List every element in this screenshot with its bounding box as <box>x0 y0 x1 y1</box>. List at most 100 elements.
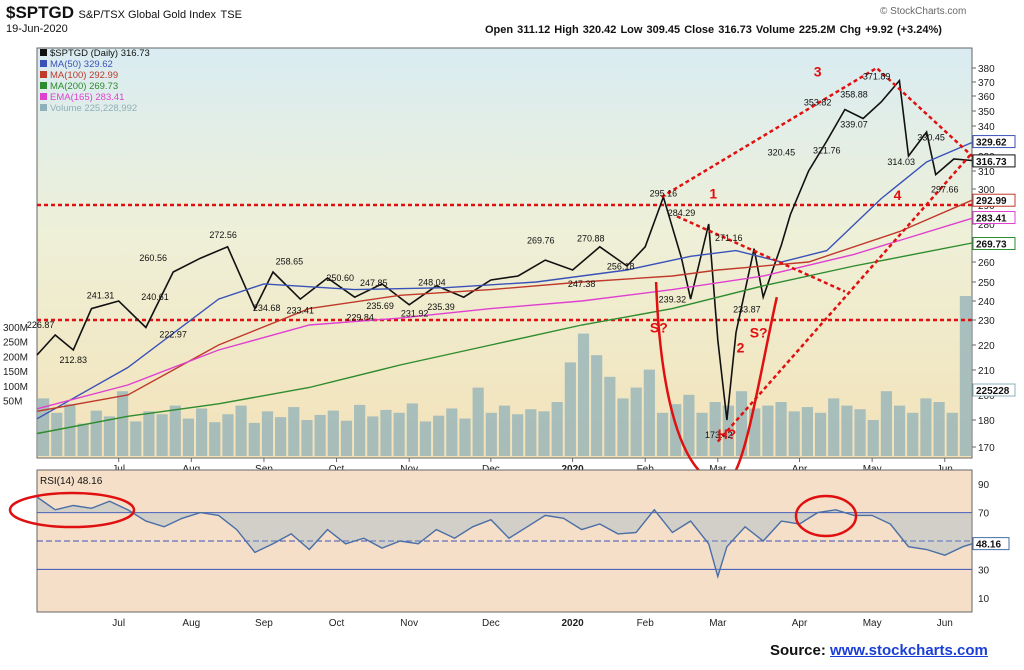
price-label: 234.68 <box>253 303 281 313</box>
annotation-label: 3 <box>814 63 822 79</box>
rsi-value-tag-label: 48.16 <box>976 540 1001 551</box>
volume-bar <box>841 405 853 456</box>
volume-tick-label: 100M <box>3 382 28 393</box>
legend-swatch-volume <box>40 104 47 111</box>
rsi-x-tick-label: Mar <box>709 618 727 629</box>
rsi-x-tick-label: Jul <box>112 618 125 629</box>
volume-bar <box>182 418 195 456</box>
chart-title-block: $SPTGD S&P/TSX Global Gold Index TSE <box>6 3 242 23</box>
volume-bar <box>801 407 813 456</box>
rsi-x-tick-label: Sep <box>255 618 273 629</box>
volume-bar <box>670 404 682 456</box>
volume-bar <box>604 376 616 456</box>
watermark: © StockCharts.com <box>880 6 967 17</box>
wedge-trendline <box>676 215 846 293</box>
volume-bar <box>51 412 63 456</box>
annotation-label: H? <box>718 426 737 442</box>
volume-bar <box>117 391 129 456</box>
volume-bar <box>169 405 181 456</box>
price-label: 250.60 <box>326 273 354 283</box>
price-label: 235.39 <box>427 302 455 312</box>
price-panel: 1701802002102202302402502602702802903003… <box>3 47 1016 483</box>
price-label: 295.16 <box>650 189 678 199</box>
legend-swatch-ma100 <box>40 71 47 78</box>
volume-bar <box>196 408 208 456</box>
rsi-x-tick-label: Feb <box>637 618 655 629</box>
price-label: 314.03 <box>887 157 915 167</box>
value-tag-ema165 <box>972 211 1016 225</box>
price-label: 233.87 <box>733 305 761 315</box>
series-price-line <box>36 78 973 421</box>
volume-bar <box>275 417 287 456</box>
price-label: 226.87 <box>27 320 55 330</box>
y-tick-label: 170 <box>978 443 995 454</box>
volume-bar <box>643 369 655 456</box>
volume-bar <box>525 409 537 456</box>
legend-swatch-ma50 <box>40 60 47 67</box>
legend-swatch-ma200 <box>40 82 47 89</box>
volume-bar <box>472 387 484 456</box>
rsi-x-tick-label: Dec <box>482 618 500 629</box>
source-link[interactable]: www.stockcharts.com <box>830 642 988 659</box>
volume-bar <box>591 355 603 456</box>
volume-bar <box>367 416 379 456</box>
chart-date: 19-Jun-2020 <box>6 23 68 35</box>
price-label: 339.07 <box>840 119 868 129</box>
volume-bar <box>735 391 748 456</box>
annotation-label: S? <box>650 320 668 336</box>
volume-bar <box>301 420 313 456</box>
volume-bar <box>696 412 708 456</box>
annotation-label: S? <box>750 325 768 341</box>
volume-bar <box>564 362 576 456</box>
y-tick-label: 380 <box>978 64 995 75</box>
volume-bar <box>77 423 89 456</box>
chart-index-name: S&P/TSX Global Gold Index <box>78 9 217 21</box>
rsi-circle-annotation <box>794 494 858 538</box>
source-credit: Source: www.stockcharts.com <box>770 642 988 659</box>
price-label: 272.56 <box>209 230 237 240</box>
volume-bar <box>485 412 497 456</box>
price-label: 271.16 <box>715 233 743 243</box>
price-plot-area <box>36 47 973 459</box>
volume-bar <box>248 422 260 456</box>
volume-bar <box>788 411 800 456</box>
rsi-x-tick-label: Nov <box>400 618 418 629</box>
value-tag-label-ma100: 292.99 <box>976 196 1007 207</box>
series-ma50-line <box>36 141 973 420</box>
rsi-x-tick-label: Jun <box>937 618 953 629</box>
volume-bar <box>340 420 353 456</box>
rsi-tick-label: 10 <box>978 594 990 605</box>
volume-bar <box>946 412 958 456</box>
rsi-x-tick-label: May <box>863 618 882 629</box>
volume-bar <box>933 402 945 456</box>
volume-bar <box>433 415 445 456</box>
legend-label-ma200: MA(200) 269.73 <box>50 81 118 92</box>
price-label: 258.65 <box>276 257 304 267</box>
volume-bar <box>130 421 142 456</box>
series-ma100-line <box>36 199 973 412</box>
price-label: 248.04 <box>418 278 446 288</box>
volume-tick-label: 50M <box>3 397 22 408</box>
volume-bar <box>867 420 879 456</box>
rsi-tick-label: 30 <box>978 565 990 576</box>
triangle-lower-trendline <box>716 152 973 443</box>
value-tag-ma200 <box>972 237 1016 251</box>
price-label: 284.29 <box>668 208 696 218</box>
price-label: 256.18 <box>607 262 635 272</box>
legend-label-price: $SPTGD (Daily) 316.73 <box>50 48 150 59</box>
volume-bar <box>90 410 102 456</box>
volume-bar <box>314 414 326 456</box>
y-tick-label: 360 <box>978 92 995 103</box>
volume-bar <box>64 404 76 456</box>
volume-bar <box>498 405 511 456</box>
price-label: 247.38 <box>568 279 596 289</box>
y-tick-label: 280 <box>978 220 995 231</box>
volume-bar <box>814 412 827 456</box>
value-tag-ma50 <box>972 135 1016 149</box>
volume-bar <box>907 412 919 456</box>
y-tick-label: 370 <box>978 78 995 89</box>
volume-tick-label: 150M <box>3 367 28 378</box>
price-label: 235.69 <box>366 301 394 311</box>
legend-label-ema165: EMA(165) 283.41 <box>50 92 124 103</box>
